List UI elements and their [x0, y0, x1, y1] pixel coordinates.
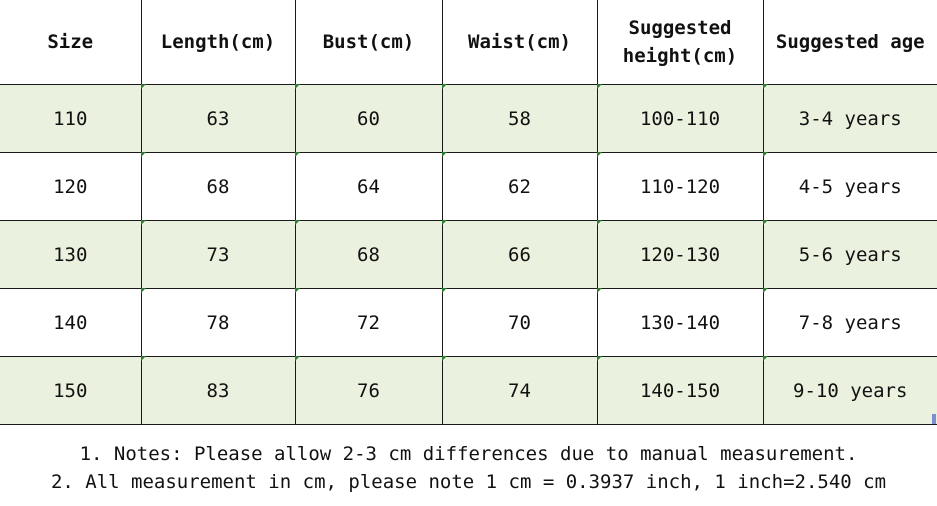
note-line-1: 1. Notes: Please allow 2-3 cm difference…	[79, 443, 858, 465]
cell-length: 83	[140, 356, 296, 425]
cell-length: 73	[140, 220, 296, 289]
table-header-row: Size Length(cm) Bust(cm) Waist(cm) Sugge…	[0, 0, 937, 85]
cell-bust: 72	[294, 288, 443, 357]
table-row: 120 68 64 62 110-120 4-5 years	[0, 152, 937, 221]
scroll-edge-marker	[932, 414, 936, 424]
cell-bust: 76	[294, 356, 443, 425]
cell-length: 68	[140, 152, 296, 221]
cell-waist: 58	[441, 84, 598, 153]
measurement-notes: 1. Notes: Please allow 2-3 cm difference…	[0, 440, 937, 496]
cell-bust: 60	[294, 84, 443, 153]
header-suggested-age: Suggested age	[762, 0, 937, 85]
header-length: Length(cm)	[140, 0, 296, 85]
cell-height: 130-140	[596, 288, 764, 357]
cell-age: 3-4 years	[762, 84, 937, 153]
cell-size: 110	[0, 84, 142, 153]
cell-length: 63	[140, 84, 296, 153]
cell-size: 150	[0, 356, 142, 425]
cell-height: 110-120	[596, 152, 764, 221]
cell-waist: 70	[441, 288, 598, 357]
cell-waist: 74	[441, 356, 598, 425]
cell-bust: 68	[294, 220, 443, 289]
cell-bust: 64	[294, 152, 443, 221]
cell-age: 5-6 years	[762, 220, 937, 289]
table-row: 150 83 76 74 140-150 9-10 years	[0, 356, 937, 425]
header-size: Size	[0, 0, 142, 85]
cell-age: 9-10 years	[762, 356, 937, 425]
table-row: 110 63 60 58 100-110 3-4 years	[0, 84, 937, 153]
cell-height: 120-130	[596, 220, 764, 289]
cell-height: 100-110	[596, 84, 764, 153]
cell-waist: 62	[441, 152, 598, 221]
cell-size: 120	[0, 152, 142, 221]
table-row: 130 73 68 66 120-130 5-6 years	[0, 220, 937, 289]
cell-size: 140	[0, 288, 142, 357]
header-waist: Waist(cm)	[441, 0, 598, 85]
note-line-2: 2. All measurement in cm, please note 1 …	[50, 471, 887, 493]
cell-age: 4-5 years	[762, 152, 937, 221]
cell-size: 130	[0, 220, 142, 289]
size-table: Size Length(cm) Bust(cm) Waist(cm) Sugge…	[0, 0, 937, 425]
cell-height: 140-150	[596, 356, 764, 425]
header-suggested-height: Suggested height(cm)	[596, 0, 764, 85]
table-row: 140 78 72 70 130-140 7-8 years	[0, 288, 937, 357]
header-bust: Bust(cm)	[294, 0, 443, 85]
cell-length: 78	[140, 288, 296, 357]
cell-waist: 66	[441, 220, 598, 289]
cell-age: 7-8 years	[762, 288, 937, 357]
